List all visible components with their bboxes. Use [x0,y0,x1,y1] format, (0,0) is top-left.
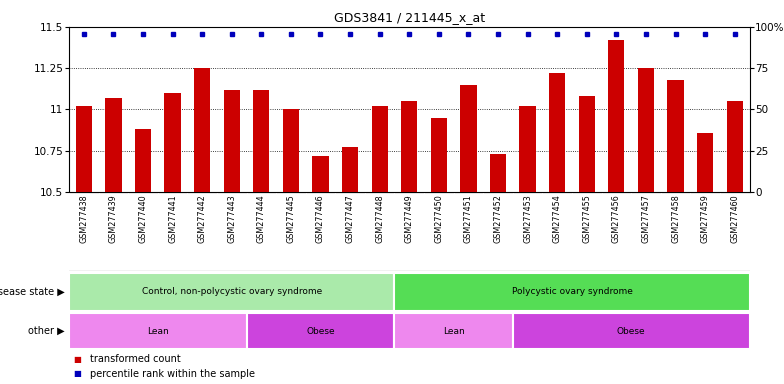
Text: percentile rank within the sample: percentile rank within the sample [90,369,255,379]
Bar [135,129,151,192]
Bar [223,89,240,192]
Text: Polycystic ovary syndrome: Polycystic ovary syndrome [511,287,633,296]
Text: GSM277459: GSM277459 [701,194,710,243]
Text: GSM277447: GSM277447 [346,194,354,243]
Bar [312,156,328,192]
Text: GSM277444: GSM277444 [257,194,266,243]
Bar [194,68,210,192]
Text: GSM277439: GSM277439 [109,194,118,243]
Text: Control, non-polycystic ovary syndrome: Control, non-polycystic ovary syndrome [142,287,322,296]
Text: GSM277443: GSM277443 [227,194,236,243]
Bar [638,68,654,192]
Bar [520,106,535,192]
Text: GSM277455: GSM277455 [583,194,591,243]
Text: other ▶: other ▶ [28,326,65,336]
Text: Obese: Obese [307,326,335,336]
Bar [394,273,750,311]
Bar [372,106,388,192]
Text: GSM277442: GSM277442 [198,194,207,243]
Bar [608,40,625,192]
Bar [253,89,270,192]
Bar [490,154,506,192]
Bar [549,73,565,192]
Text: disease state ▶: disease state ▶ [0,287,65,297]
Text: Obese: Obese [617,326,645,336]
Text: GSM277458: GSM277458 [671,194,680,243]
Text: GSM277456: GSM277456 [612,194,621,243]
Text: GSM277441: GSM277441 [168,194,177,243]
Text: GSM277453: GSM277453 [523,194,532,243]
Text: ■: ■ [73,369,81,378]
Bar [69,313,246,349]
Text: GSM277450: GSM277450 [434,194,443,243]
Bar [460,84,477,192]
Text: GSM277452: GSM277452 [493,194,503,243]
Text: GSM277445: GSM277445 [286,194,296,243]
Bar [513,313,750,349]
Bar [697,132,713,192]
Text: GSM277451: GSM277451 [464,194,473,243]
Bar [105,98,122,192]
Bar [667,80,684,192]
Text: GSM277457: GSM277457 [641,194,651,243]
Text: ■: ■ [73,354,81,364]
Bar [727,101,743,192]
Bar [342,147,358,192]
Text: Lean: Lean [443,326,464,336]
Bar [430,118,447,192]
Bar [165,93,180,192]
Text: GSM277446: GSM277446 [316,194,325,243]
Bar [246,313,394,349]
Bar [283,109,299,192]
Bar [75,106,92,192]
Text: GSM277440: GSM277440 [139,194,147,243]
Title: GDS3841 / 211445_x_at: GDS3841 / 211445_x_at [334,11,485,24]
Text: GSM277454: GSM277454 [553,194,561,243]
Bar [394,313,513,349]
Bar [579,96,595,192]
Text: GSM277438: GSM277438 [79,194,89,243]
Text: Lean: Lean [147,326,169,336]
Text: GSM277448: GSM277448 [376,194,384,243]
Text: transformed count: transformed count [90,354,181,364]
Text: GSM277449: GSM277449 [405,194,414,243]
Bar [401,101,417,192]
Bar [69,273,394,311]
Text: GSM277460: GSM277460 [730,194,739,243]
